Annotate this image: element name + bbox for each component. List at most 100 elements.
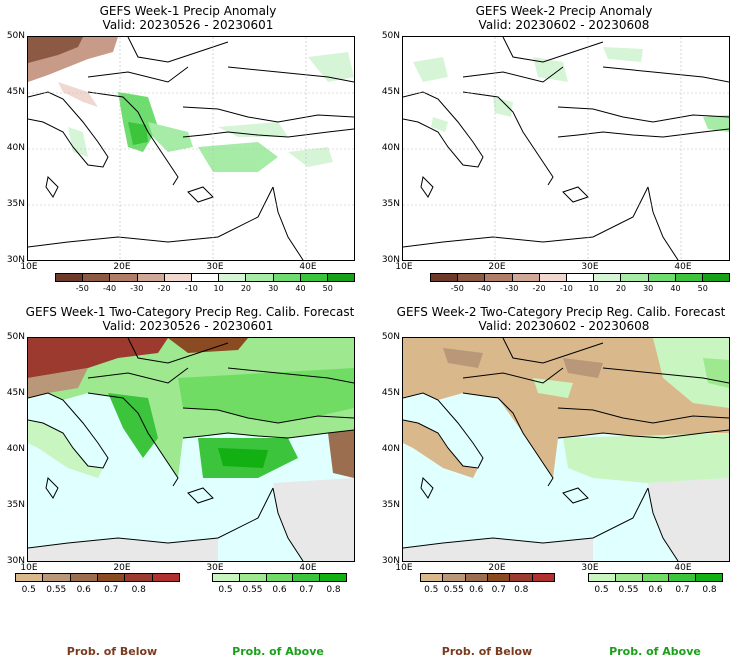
colorbar-swatch: [300, 274, 328, 281]
colorbar-swatch: [566, 274, 595, 281]
colorbar-tick: 0.5: [218, 585, 233, 595]
lat-label: 45N: [381, 87, 400, 97]
colorbar-swatch: [458, 274, 486, 281]
colorbar-swatch: [702, 274, 730, 281]
colorbar-tick: 40: [295, 284, 306, 293]
colorbar-tick: -50: [450, 284, 464, 293]
colorbar-swatch: [152, 574, 179, 581]
colorbar-tick: 0.8: [514, 585, 529, 595]
lon-label: 20E: [113, 262, 131, 272]
colorbar-swatch: [246, 274, 274, 281]
lon-label: 30E: [206, 262, 224, 272]
colorbar-swatch: [532, 574, 554, 581]
panel4-map: [402, 337, 730, 562]
colorbar-swatch: [191, 274, 220, 281]
colorbar-swatch: [510, 574, 533, 581]
colorbar-tick: 40: [670, 284, 681, 293]
lat-label: 40N: [381, 143, 400, 153]
lon-label: 10E: [20, 262, 38, 272]
colorbar-swatch: [621, 274, 649, 281]
colorbar-tick: -20: [532, 284, 546, 293]
lat-label: 40N: [6, 444, 25, 454]
lon-label: 30E: [206, 563, 224, 573]
colorbar-swatch: [43, 574, 71, 581]
above-colorbar-2: [588, 573, 723, 582]
colorbar-tick: 10: [588, 284, 599, 293]
lat-label: 35N: [6, 199, 25, 209]
panel1-valid: Valid: 20230526 - 20230601: [102, 18, 274, 32]
lat-label: 45N: [381, 388, 400, 398]
colorbar-swatch: [70, 574, 98, 581]
colorbar-swatch: [213, 574, 240, 581]
lon-label: 40E: [674, 262, 692, 272]
colorbar-swatch: [669, 574, 697, 581]
lon-label: 10E: [395, 262, 413, 272]
colorbar-swatch: [164, 274, 192, 281]
lat-label: 50N: [381, 332, 400, 342]
colorbar-swatch: [512, 274, 540, 281]
colorbar-tick: -10: [184, 284, 198, 293]
colorbar-swatch: [137, 274, 165, 281]
colorbar-tick: 0.55: [242, 585, 263, 595]
panel2-map: [402, 36, 730, 261]
lon-label: 20E: [488, 262, 506, 272]
colorbar-swatch: [83, 274, 111, 281]
colorbar-swatch: [125, 574, 153, 581]
panel1-map: [27, 36, 355, 261]
lat-label: 40N: [381, 444, 400, 454]
colorbar-tick: 0.55: [46, 585, 67, 595]
lon-label: 10E: [20, 563, 38, 573]
colorbar-tick: 0.7: [104, 585, 119, 595]
colorbar-swatch: [16, 574, 44, 581]
panel3-title: GEFS Week-1 Two-Category Precip Reg. Cal…: [25, 305, 355, 319]
colorbar-swatch: [485, 274, 513, 281]
colorbar-swatch: [648, 274, 676, 281]
colorbar-swatch: [56, 274, 84, 281]
panel3-map: [27, 337, 355, 562]
lon-label: 40E: [299, 262, 317, 272]
lon-label: 20E: [488, 563, 506, 573]
colorbar-tick: 0.5: [21, 585, 36, 595]
colorbar-tick: 20: [240, 284, 251, 293]
colorbar-tick: -30: [130, 284, 144, 293]
colorbar-tick: 0.5: [424, 585, 439, 595]
lat-label: 45N: [6, 388, 25, 398]
lon-label: 30E: [581, 563, 599, 573]
colorbar-swatch: [110, 274, 138, 281]
colorbar-tick: -10: [559, 284, 573, 293]
colorbar-tick: 0.8: [131, 585, 146, 595]
colorbar-tick: 0.7: [675, 585, 690, 595]
colorbar-swatch: [465, 574, 488, 581]
lon-label: 10E: [395, 563, 413, 573]
colorbar-swatch: [293, 574, 321, 581]
below-colorbar-2: [420, 573, 555, 582]
lat-label: 30N: [381, 255, 400, 265]
colorbar-swatch: [273, 274, 301, 281]
lat-label: 35N: [381, 199, 400, 209]
colorbar-swatch: [589, 574, 616, 581]
colorbar-tick: 0.7: [491, 585, 506, 595]
colorbar-tick: 10: [213, 284, 224, 293]
below-colorbar-1: [15, 573, 180, 582]
panel4-title: GEFS Week-2 Two-Category Precip Reg. Cal…: [396, 305, 726, 319]
colorbar-swatch: [443, 574, 466, 581]
colorbar-tick: 20: [615, 284, 626, 293]
colorbar-swatch: [594, 274, 622, 281]
colorbar-swatch: [539, 274, 567, 281]
colorbar-tick: 0.55: [618, 585, 639, 595]
colorbar-swatch: [219, 274, 247, 281]
colorbar-tick: -40: [477, 284, 492, 293]
lat-label: 40N: [6, 143, 25, 153]
prob-below-label-1: Prob. of Below: [66, 645, 158, 658]
colorbar-swatch: [615, 574, 643, 581]
colorbar-tick: -30: [505, 284, 519, 293]
colorbar-tick: 30: [643, 284, 654, 293]
lat-label: 45N: [6, 87, 25, 97]
colorbar-swatch: [97, 574, 126, 581]
colorbar-swatch: [239, 574, 267, 581]
panel2-title: GEFS Week-2 Precip Anomaly: [475, 4, 653, 18]
lat-label: 30N: [381, 556, 400, 566]
colorbar-tick: 0.6: [76, 585, 91, 595]
colorbar-tick: 0.7: [299, 585, 314, 595]
panel4-valid: Valid: 20230602 - 20230608: [478, 319, 650, 333]
